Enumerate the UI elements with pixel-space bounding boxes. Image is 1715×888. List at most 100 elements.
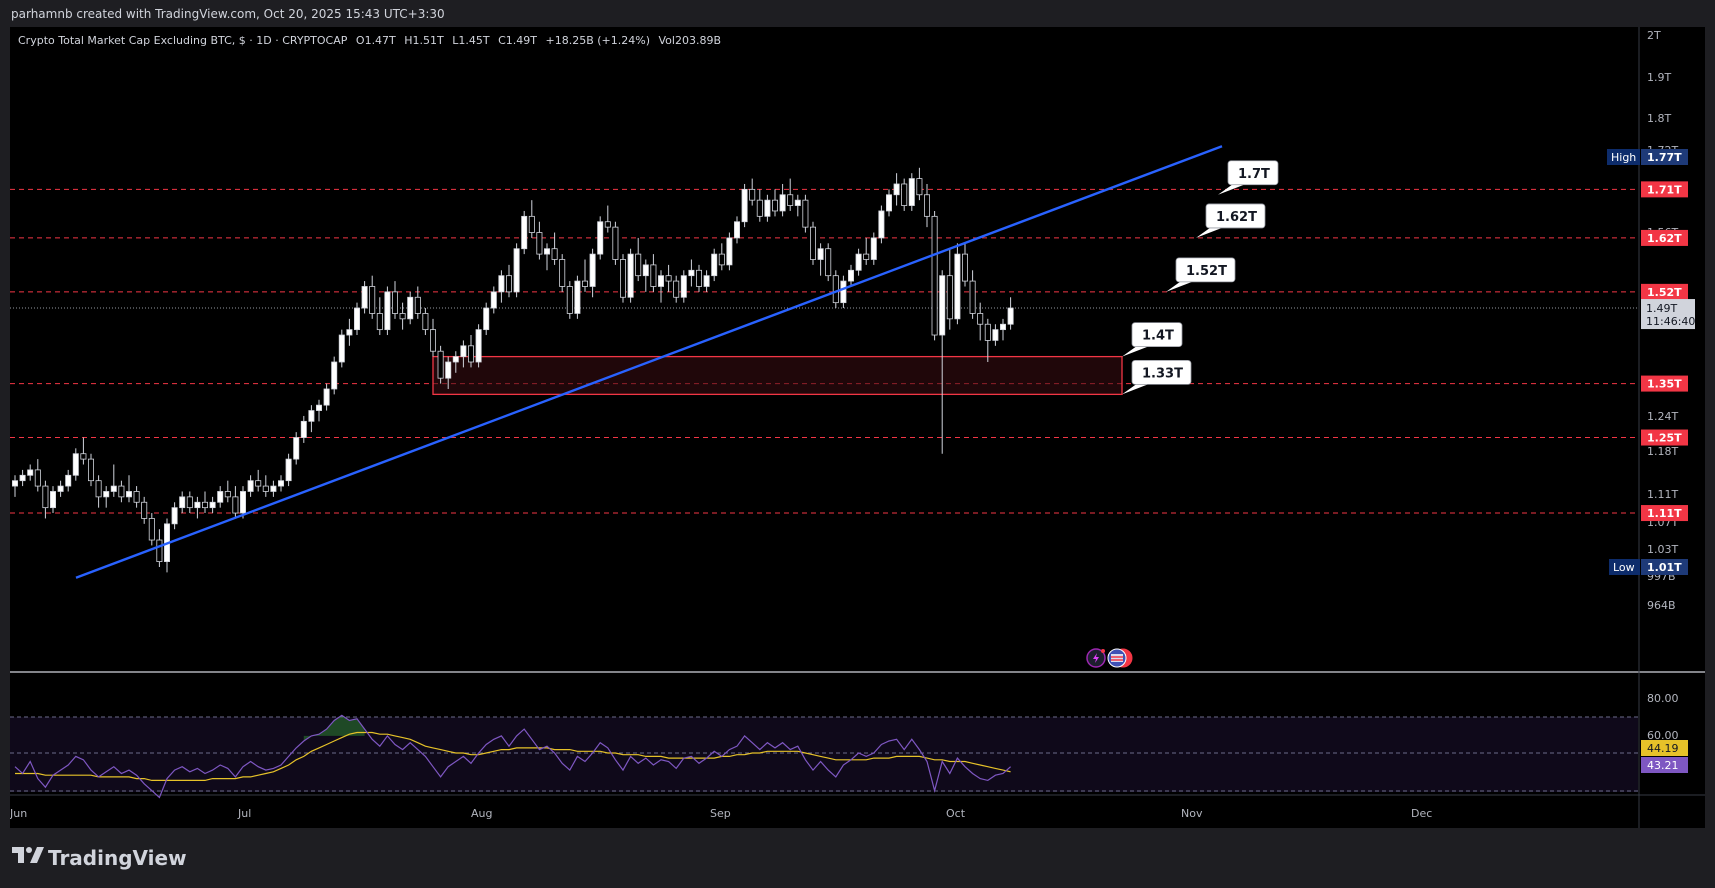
candle-body bbox=[627, 253, 634, 298]
candle-body bbox=[597, 221, 604, 255]
candle-body bbox=[939, 275, 946, 336]
candle-body bbox=[65, 474, 72, 487]
candle-body bbox=[148, 518, 155, 541]
candle-body bbox=[384, 291, 391, 331]
candle-body bbox=[475, 329, 482, 363]
candle-body bbox=[984, 323, 991, 341]
candle-body bbox=[285, 458, 292, 482]
candle-body bbox=[407, 296, 414, 320]
candle-body bbox=[239, 491, 246, 514]
tradingview-brand[interactable]: TradingView bbox=[48, 846, 187, 870]
candle-body bbox=[445, 361, 452, 379]
level-badge[interactable] bbox=[1641, 181, 1688, 198]
rsi-indicator bbox=[14, 714, 1012, 799]
time-tick-label: Sep bbox=[710, 807, 731, 820]
candle-body bbox=[916, 178, 923, 196]
candle-body bbox=[650, 264, 657, 287]
candle-body bbox=[665, 275, 672, 282]
candle-body bbox=[840, 280, 847, 304]
time-axis[interactable]: Jun Jul Aug Sep Oct Nov Dec bbox=[10, 807, 1432, 820]
candle-body bbox=[490, 291, 497, 309]
level-badge[interactable] bbox=[1641, 375, 1688, 392]
candle-body bbox=[179, 496, 186, 509]
price-axis[interactable]: 2T1.9T1.8T1.72T1.64T1.56T1.41T1.29T1.24T… bbox=[1607, 29, 1695, 773]
price-tick-label: 1.8T bbox=[1647, 112, 1671, 125]
candle-body bbox=[391, 291, 398, 314]
candle-body bbox=[255, 480, 262, 487]
level-badge[interactable] bbox=[1641, 283, 1688, 300]
legend-open: O1.47T bbox=[355, 34, 396, 47]
trendline[interactable] bbox=[75, 145, 1223, 579]
low-badge[interactable] bbox=[1641, 559, 1688, 575]
price-tick-label: 1.03T bbox=[1647, 543, 1678, 556]
high-tag bbox=[1607, 149, 1640, 165]
time-tick-label: Jun bbox=[10, 807, 27, 820]
level-badge[interactable] bbox=[1641, 429, 1688, 446]
time-tick-label: Jul bbox=[237, 807, 251, 820]
time-tick-label: Dec bbox=[1411, 807, 1432, 820]
countdown-label: 11:46:40 bbox=[1646, 315, 1695, 328]
target-bubble[interactable] bbox=[1205, 203, 1266, 229]
tradingview-logo-icon[interactable] bbox=[10, 844, 46, 866]
candles bbox=[12, 167, 1014, 573]
target-bubble[interactable] bbox=[1131, 359, 1192, 385]
price-levels bbox=[10, 188, 1638, 514]
candle-body bbox=[156, 539, 163, 563]
current-price-label: 1.49T bbox=[1646, 302, 1677, 315]
candle-body bbox=[27, 469, 34, 476]
candle-body bbox=[19, 474, 26, 482]
level-badge[interactable] bbox=[1641, 229, 1688, 246]
chart-svg[interactable]: 2T1.9T1.8T1.72T1.64T1.56T1.41T1.29T1.24T… bbox=[10, 27, 1705, 828]
current-price-badge[interactable] bbox=[1641, 299, 1695, 330]
candle-body bbox=[353, 307, 360, 331]
candle-body bbox=[429, 329, 436, 352]
candle-body bbox=[962, 253, 969, 282]
candle-body bbox=[544, 248, 551, 255]
level-badge-label: 1.71T bbox=[1647, 183, 1682, 196]
candle-body bbox=[513, 248, 520, 293]
target-bubble[interactable] bbox=[1227, 160, 1279, 186]
candle-body bbox=[126, 491, 133, 498]
candle-body bbox=[772, 199, 779, 212]
candle-body bbox=[1007, 307, 1014, 325]
low-badge-label: 1.01T bbox=[1647, 561, 1682, 574]
target-label: 1.62T bbox=[1216, 210, 1257, 225]
price-tick-label: 2T bbox=[1647, 29, 1661, 42]
candle-body bbox=[977, 313, 984, 325]
candle-body bbox=[217, 491, 224, 503]
event-icons[interactable] bbox=[1086, 648, 1133, 668]
target-bubble[interactable] bbox=[1131, 322, 1183, 348]
candle-body bbox=[559, 259, 566, 287]
candle-body bbox=[483, 307, 490, 331]
chart-frame[interactable]: 2T1.9T1.8T1.72T1.64T1.56T1.41T1.29T1.24T… bbox=[10, 27, 1705, 828]
trendline-line[interactable] bbox=[75, 145, 1223, 579]
legend-close: C1.49T bbox=[498, 34, 538, 47]
target-label: 1.4T bbox=[1142, 329, 1174, 344]
footer: TradingView bbox=[0, 828, 1715, 888]
candle-body bbox=[467, 345, 474, 363]
candle-body bbox=[566, 286, 573, 314]
rsi-band bbox=[10, 717, 1638, 792]
top-bar: parhamnb created with TradingView.com, O… bbox=[0, 0, 1715, 27]
candle-body bbox=[361, 286, 368, 309]
candle-body bbox=[103, 491, 110, 498]
candle-body bbox=[194, 501, 201, 509]
high-badge[interactable] bbox=[1641, 149, 1688, 165]
low-tag bbox=[1609, 559, 1640, 575]
candle-body bbox=[673, 280, 680, 298]
target-bubbles[interactable]: 1.7T 1.62T 1.52T 1.4T 1.33T bbox=[1122, 160, 1279, 395]
high-tag-label: High bbox=[1611, 151, 1636, 164]
candle-body bbox=[696, 269, 703, 287]
candle-body bbox=[300, 420, 307, 438]
level-badge[interactable] bbox=[1641, 505, 1688, 522]
demand-zone-box[interactable] bbox=[432, 355, 1123, 396]
demand-zone[interactable] bbox=[432, 355, 1123, 396]
candle-body bbox=[247, 480, 254, 492]
candle-body bbox=[72, 453, 79, 476]
target-bubble[interactable] bbox=[1175, 257, 1236, 283]
candle-body bbox=[749, 188, 756, 201]
candle-body bbox=[422, 313, 429, 331]
candle-body bbox=[703, 275, 710, 287]
target-pointer bbox=[1122, 384, 1148, 395]
candle-body bbox=[931, 215, 938, 336]
